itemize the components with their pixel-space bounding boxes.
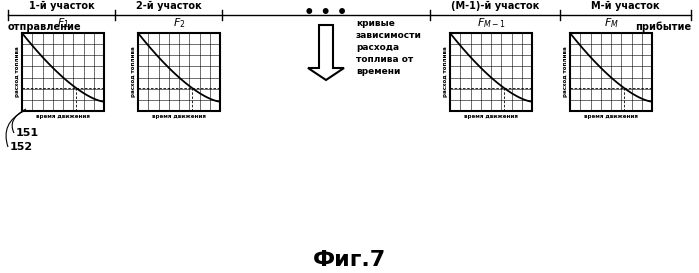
Text: $F_M$: $F_M$ — [603, 16, 619, 30]
Bar — [450, 33, 532, 111]
Text: кривые
зависимости
расхода
топлива от
времени: кривые зависимости расхода топлива от вр… — [356, 19, 422, 76]
Text: время движения: время движения — [584, 114, 638, 119]
Bar — [138, 33, 220, 111]
Text: (M-1)-й участок: (M-1)-й участок — [451, 1, 539, 11]
Text: 152: 152 — [10, 142, 33, 152]
Text: расход топлива: расход топлива — [15, 47, 20, 97]
Text: время движения: время движения — [152, 114, 206, 119]
Bar — [22, 33, 104, 111]
Text: время движения: время движения — [464, 114, 518, 119]
Bar — [570, 33, 652, 111]
Bar — [22, 33, 104, 111]
Text: 1-й участок: 1-й участок — [29, 1, 94, 11]
Bar — [570, 33, 652, 111]
Text: расход топлива: расход топлива — [563, 47, 568, 97]
Bar — [138, 33, 220, 111]
Text: расход топлива: расход топлива — [443, 47, 448, 97]
Text: • • •: • • • — [304, 4, 347, 22]
Text: время движения: время движения — [36, 114, 90, 119]
Text: $F_1$: $F_1$ — [57, 16, 69, 30]
Text: М-й участок: М-й участок — [591, 1, 660, 11]
Text: Фиг.7: Фиг.7 — [313, 250, 387, 270]
Text: 151: 151 — [16, 128, 39, 138]
Text: 2-й участок: 2-й участок — [136, 1, 201, 11]
Bar — [450, 33, 532, 111]
Text: $F_2$: $F_2$ — [173, 16, 185, 30]
Text: прибытие: прибытие — [635, 22, 691, 32]
Polygon shape — [308, 25, 344, 80]
Text: отправление: отправление — [8, 22, 82, 32]
Text: расход топлива: расход топлива — [131, 47, 136, 97]
Text: $F_{M-1}$: $F_{M-1}$ — [477, 16, 505, 30]
